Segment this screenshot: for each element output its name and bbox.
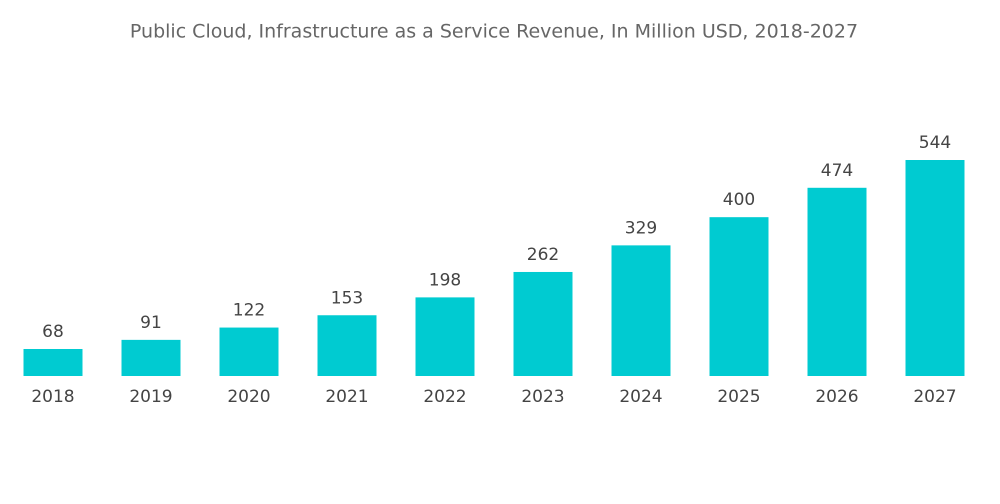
bar [611, 245, 671, 376]
x-tick-label: 2020 [227, 387, 270, 407]
data-label: 400 [723, 190, 755, 210]
x-tick-label: 2024 [619, 387, 662, 407]
x-tick-label: 2026 [815, 387, 858, 407]
x-tick-label: 2021 [325, 387, 368, 407]
data-label: 329 [625, 218, 657, 238]
bar [709, 217, 769, 376]
data-label: 474 [821, 161, 853, 181]
bar [415, 297, 475, 376]
x-tick-label: 2018 [31, 387, 74, 407]
data-label: 122 [233, 301, 265, 321]
bar [513, 271, 573, 376]
x-tick-label: 2025 [717, 387, 760, 407]
bar [905, 160, 965, 376]
data-label: 91 [140, 313, 162, 333]
x-tick-label: 2022 [423, 387, 466, 407]
x-tick-label: 2019 [129, 387, 172, 407]
data-label: 153 [331, 288, 363, 308]
chart-title: Public Cloud, Infrastructure as a Servic… [130, 21, 858, 43]
bar [317, 315, 377, 376]
bar [23, 349, 83, 376]
bar [807, 187, 867, 376]
x-tick-label: 2027 [913, 387, 956, 407]
data-label: 544 [919, 133, 951, 153]
data-label: 198 [429, 270, 461, 290]
x-tick-label: 2023 [521, 387, 564, 407]
bar [121, 339, 181, 376]
data-label: 68 [42, 322, 64, 342]
data-label: 262 [527, 245, 559, 265]
bar [219, 327, 279, 376]
